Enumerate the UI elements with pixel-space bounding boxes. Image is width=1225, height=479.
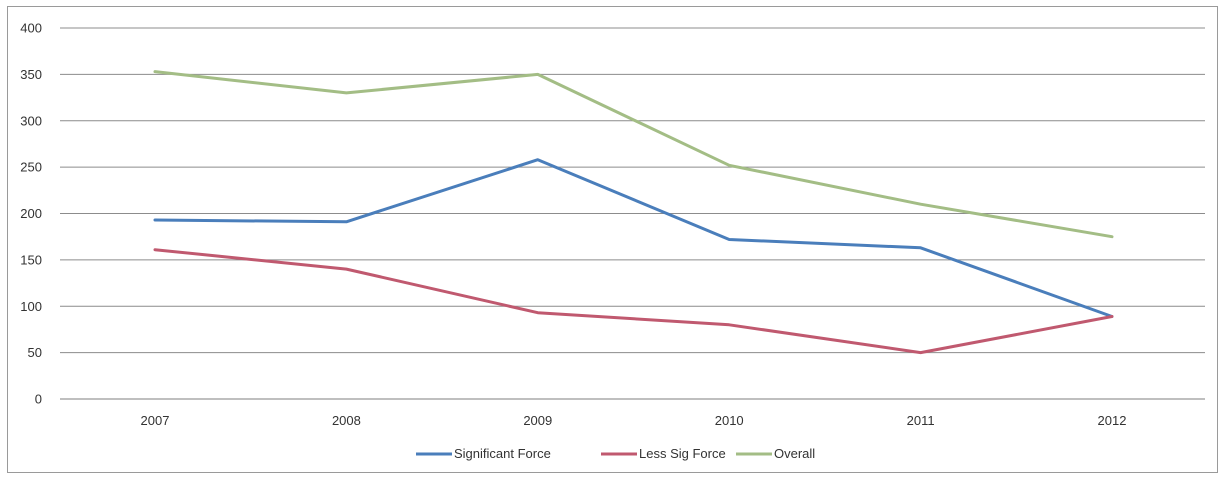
legend-label: Overall <box>774 446 815 461</box>
series-line-overall <box>153 70 1114 239</box>
y-tick-label: 150 <box>20 252 42 267</box>
y-tick-label: 0 <box>35 392 42 407</box>
x-axis-ticks: 2007 2008 2009 2010 2011 2012 <box>141 413 1127 428</box>
grid-lines <box>60 27 1205 400</box>
x-tick-label: 2012 <box>1098 413 1127 428</box>
x-tick-label: 2007 <box>141 413 170 428</box>
y-tick-label: 350 <box>20 67 42 82</box>
chart-frame <box>7 6 1218 473</box>
series-line-less-sig-force <box>153 248 1114 355</box>
x-tick-label: 2010 <box>715 413 744 428</box>
legend: Significant Force Less Sig Force Overall <box>416 446 815 461</box>
legend-label: Significant Force <box>454 446 551 461</box>
x-tick-label: 2008 <box>332 413 361 428</box>
series-lines <box>153 70 1114 355</box>
y-tick-label: 400 <box>20 21 42 36</box>
y-tick-label: 250 <box>20 160 42 175</box>
y-axis-ticks: 0 50 100 150 200 250 300 350 400 <box>20 21 42 407</box>
y-tick-label: 100 <box>20 299 42 314</box>
x-tick-label: 2011 <box>907 413 935 428</box>
x-tick-label: 2009 <box>523 413 552 428</box>
legend-label: Less Sig Force <box>639 446 726 461</box>
y-tick-label: 50 <box>28 345 42 360</box>
series-line-significant-force <box>153 158 1114 318</box>
y-tick-label: 300 <box>20 113 42 128</box>
y-tick-label: 200 <box>20 206 42 221</box>
